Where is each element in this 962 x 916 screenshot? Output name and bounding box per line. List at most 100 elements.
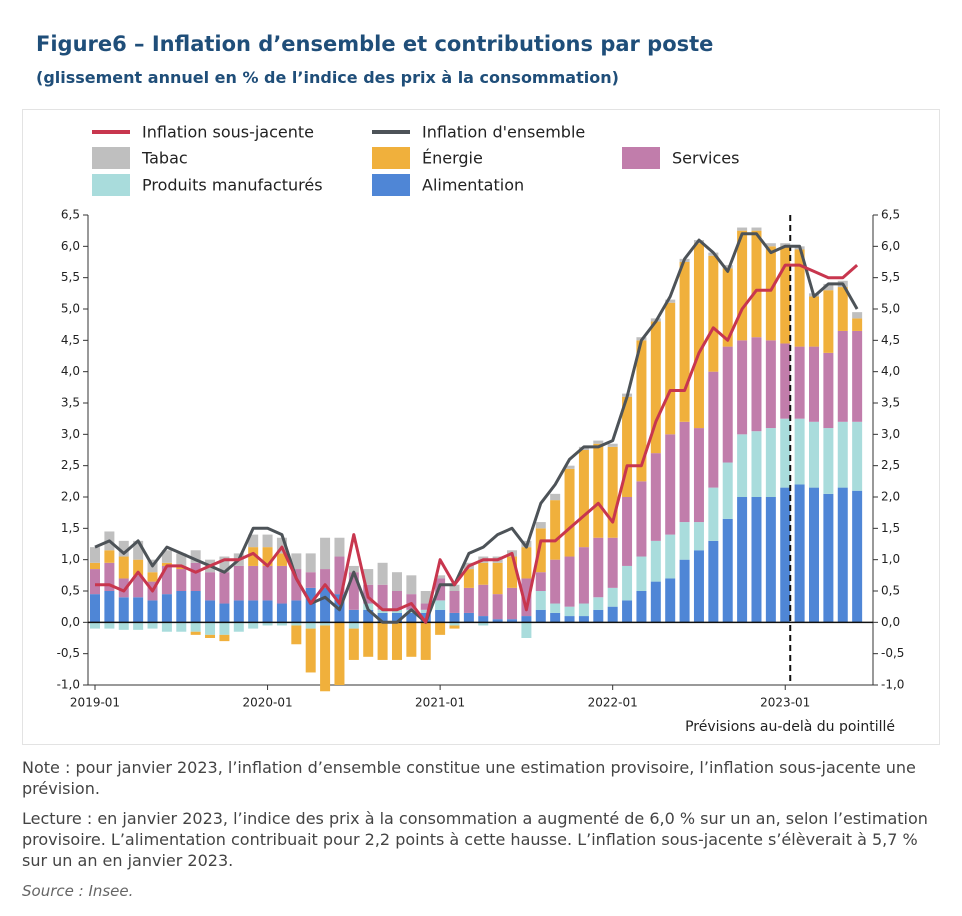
bar-segment xyxy=(377,612,388,623)
bar-segment xyxy=(118,622,129,630)
bar-segment xyxy=(348,565,359,573)
bar-segment xyxy=(809,487,819,623)
bar-segment xyxy=(420,603,431,610)
bar-segment xyxy=(823,428,834,494)
line xyxy=(95,263,859,624)
bar-segment xyxy=(765,428,776,497)
legend-label: Énergie xyxy=(422,149,483,168)
bar-segment xyxy=(205,634,216,638)
bar-segment xyxy=(578,603,589,617)
bar-segment xyxy=(478,622,489,626)
bar-segment xyxy=(665,578,676,623)
bar-segment xyxy=(507,556,518,588)
y-tick-label: 3,5 xyxy=(61,396,80,410)
bar-segment xyxy=(478,616,489,623)
bar-segment xyxy=(607,537,618,588)
legend-label: Inflation d'ensemble xyxy=(422,123,585,142)
bar-segment xyxy=(90,547,100,563)
bar-segment xyxy=(708,487,719,541)
bar-segment xyxy=(722,265,733,269)
bar-segment xyxy=(593,443,604,538)
bar-segment xyxy=(133,622,144,630)
y-tick-label: 4,5 xyxy=(61,333,80,347)
bar-segment xyxy=(377,622,388,660)
bar-segment xyxy=(262,547,273,566)
bar-segment xyxy=(780,487,791,623)
bar-segment xyxy=(765,246,776,341)
bar-segment xyxy=(406,594,417,610)
bar-segment xyxy=(809,421,819,488)
bar-segment xyxy=(320,622,331,626)
y-tick-label: 6,0 xyxy=(61,239,80,253)
bar-segment xyxy=(535,522,546,529)
bar-segment xyxy=(693,243,704,429)
bar-segment xyxy=(521,616,532,623)
bar-segment xyxy=(377,562,388,585)
bar-segment xyxy=(737,497,748,623)
bar-segment xyxy=(334,556,345,595)
bar-segment xyxy=(262,534,273,548)
bar-segment xyxy=(550,493,561,501)
legend-label: Inflation sous-jacente xyxy=(142,123,314,142)
bar-segment xyxy=(391,572,402,591)
bar-segment xyxy=(463,569,474,588)
bar-segment xyxy=(219,634,230,642)
bar-segment xyxy=(420,591,431,604)
bar-segment xyxy=(751,497,762,623)
bar-segment xyxy=(593,440,604,444)
bar-segment xyxy=(305,628,316,673)
bar-segment xyxy=(161,594,172,623)
bar-segment xyxy=(276,537,287,554)
bar-segment xyxy=(679,522,690,560)
y-tick-label: 0,5 xyxy=(61,584,80,598)
bar-segment xyxy=(248,565,259,601)
bar-segment xyxy=(780,246,791,344)
bar-segment xyxy=(133,597,144,623)
bar-segment xyxy=(176,553,187,566)
bar-segment xyxy=(737,227,748,231)
y2-tick-label: 5,0 xyxy=(881,302,900,316)
bar-segment xyxy=(550,500,561,560)
bar-segment xyxy=(722,268,733,347)
bar-segment xyxy=(765,340,776,429)
bar-segment xyxy=(722,518,733,623)
bar-segment xyxy=(90,562,100,570)
bar-segment xyxy=(679,421,690,523)
bar-segment xyxy=(420,622,431,660)
bar-segment xyxy=(118,578,129,598)
bar-segment xyxy=(190,591,201,623)
bar-segment xyxy=(133,575,144,598)
bar-segment xyxy=(593,537,604,598)
bar-segment xyxy=(535,572,546,591)
bar-segment xyxy=(176,622,187,632)
x-tick-label: 2019-01 xyxy=(70,696,120,710)
bar-segment xyxy=(377,584,388,610)
bar-segment xyxy=(607,443,618,447)
y2-tick-label: -1,0 xyxy=(881,678,904,692)
bar-segment xyxy=(765,243,776,247)
bar-segment xyxy=(809,296,819,347)
bar-segment xyxy=(276,603,287,623)
bar-segment xyxy=(118,556,129,579)
bar-segment xyxy=(535,528,546,573)
bar-segment xyxy=(449,584,460,591)
bar-segment xyxy=(190,622,201,632)
bar-segment xyxy=(420,609,431,613)
bar-segment xyxy=(262,565,273,601)
y-tick-label: 1,0 xyxy=(61,552,80,566)
legend-label: Produits manufacturés xyxy=(142,176,323,195)
bar-segment xyxy=(507,587,518,620)
bar-segment xyxy=(751,431,762,497)
y2-tick-label: 3,5 xyxy=(881,396,900,410)
bar-segment xyxy=(190,562,201,591)
bar-segment xyxy=(521,578,532,617)
y2-tick-label: 3,0 xyxy=(881,427,900,441)
bar-segment xyxy=(305,553,316,573)
bar-segment xyxy=(507,619,518,623)
bar-segment xyxy=(492,594,503,620)
y2-tick-label: -0,5 xyxy=(881,646,904,660)
chart-panel xyxy=(22,109,940,745)
bar-segment xyxy=(550,612,561,623)
y-tick-label: 5,5 xyxy=(61,270,80,284)
